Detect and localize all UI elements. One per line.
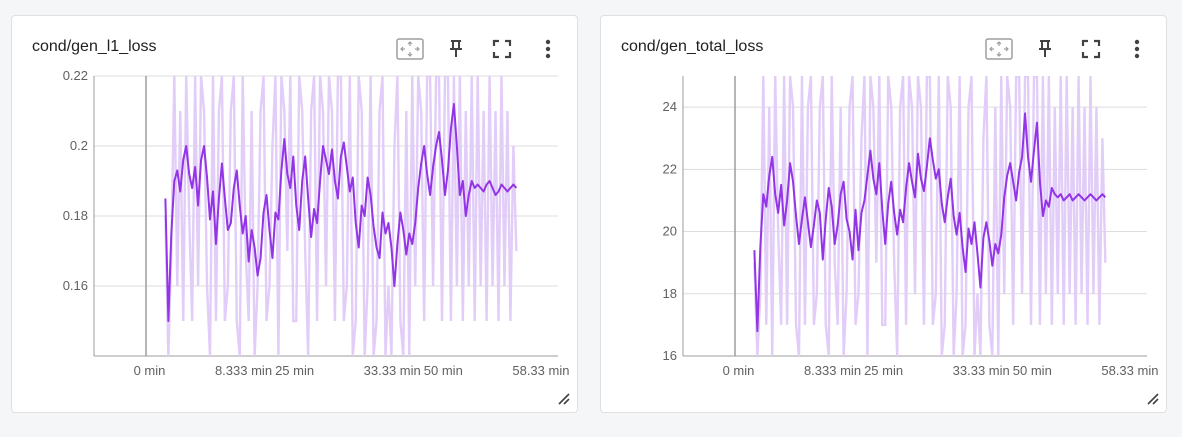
y-tick-label: 24 — [663, 99, 677, 114]
fullscreen-button[interactable] — [1076, 36, 1106, 62]
x-tick-label: 8.333 min — [215, 363, 272, 378]
x-tick-label: 50 min — [424, 363, 463, 378]
more-vert-icon — [1134, 39, 1140, 59]
fullscreen-icon — [492, 39, 512, 59]
pin-button[interactable] — [441, 36, 471, 62]
chart-card-gen-l1-loss: cond/gen_l1_loss 0.16 0.18 0.2 0.22 0 min 8.3… — [11, 15, 578, 413]
x-tick-label: 58.33 min — [1101, 363, 1158, 378]
x-tick-label: 50 min — [1013, 363, 1052, 378]
y-tick-label: 20 — [663, 224, 677, 239]
y-tick-label: 0.18 — [63, 208, 88, 223]
pin-button[interactable] — [1030, 36, 1060, 62]
chart-card-gen-total-loss: cond/gen_total_loss 16 18 20 22 24 0 min 8.333… — [600, 15, 1167, 413]
x-tick-label: 25 min — [864, 363, 903, 378]
x-tick-label: 25 min — [275, 363, 314, 378]
raw-series-line — [753, 76, 1107, 356]
x-tick-label: 8.333 min — [804, 363, 861, 378]
chart-title: cond/gen_l1_loss — [32, 38, 157, 55]
more-options-button[interactable] — [533, 36, 563, 62]
y-tick-label: 22 — [663, 161, 677, 176]
x-tick-label: 0 min — [723, 363, 755, 378]
y-tick-label: 0.22 — [63, 68, 88, 83]
chart-title: cond/gen_total_loss — [621, 38, 764, 55]
fit-domain-button[interactable] — [984, 36, 1014, 62]
smoothed-series-line — [164, 103, 518, 322]
y-tick-label: 0.2 — [70, 138, 88, 153]
more-vert-icon — [545, 39, 551, 59]
x-tick-label: 58.33 min — [512, 363, 569, 378]
pin-icon — [1039, 40, 1051, 57]
fit-domain-icon — [396, 38, 424, 60]
chart-toolbar — [379, 36, 563, 62]
fullscreen-icon — [1081, 39, 1101, 59]
fit-domain-icon — [985, 38, 1013, 60]
pin-icon — [450, 40, 462, 57]
y-tick-label: 16 — [663, 348, 677, 363]
raw-series-line — [164, 76, 518, 356]
y-tick-label: 18 — [663, 286, 677, 301]
chart-toolbar — [968, 36, 1152, 62]
x-tick-label: 33.33 min — [953, 363, 1010, 378]
fullscreen-button[interactable] — [487, 36, 517, 62]
x-tick-label: 0 min — [134, 363, 166, 378]
resize-handle-icon[interactable] — [555, 390, 571, 406]
x-tick-label: 33.33 min — [364, 363, 421, 378]
smoothed-series-line — [753, 112, 1107, 333]
fit-domain-button[interactable] — [395, 36, 425, 62]
line-chart[interactable]: 0.16 0.18 0.2 0.22 0 min 8.333 min 25 min 33.33… — [12, 16, 577, 412]
more-options-button[interactable] — [1122, 36, 1152, 62]
resize-handle-icon[interactable] — [1144, 390, 1160, 406]
y-tick-label: 0.16 — [63, 278, 88, 293]
